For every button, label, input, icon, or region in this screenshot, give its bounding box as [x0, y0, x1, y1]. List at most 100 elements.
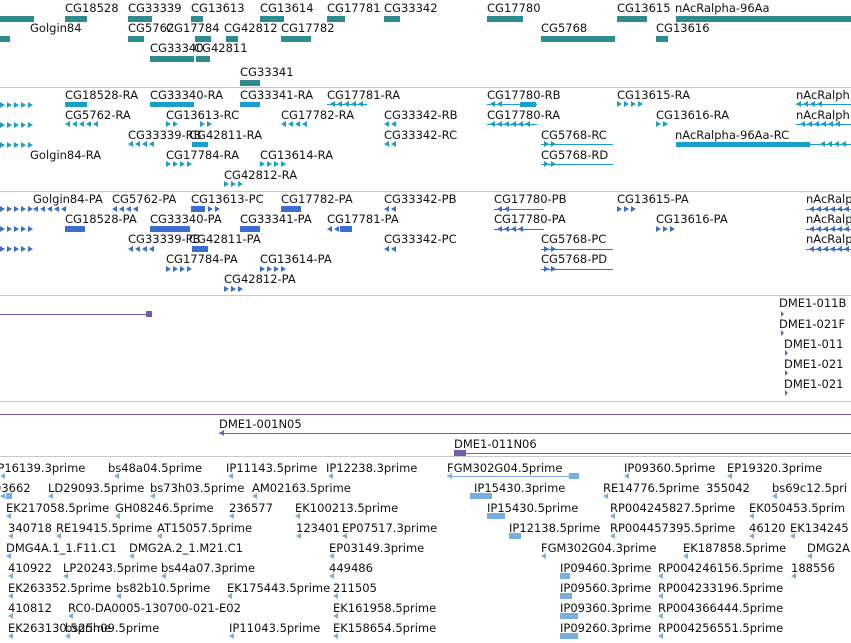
feature-label-340718[interactable]: 340718: [8, 521, 52, 535]
est-glyph[interactable]: [487, 513, 505, 519]
gene-glyph[interactable]: [128, 36, 144, 42]
gene-glyph[interactable]: [65, 16, 87, 22]
feature-label-cg13614-ra[interactable]: CG13614-RA: [260, 148, 334, 162]
feature-label-nacralpha-96aa[interactable]: nAcRalpha-96Aa: [675, 1, 770, 15]
feature-label-ip15430-5prime[interactable]: IP15430.5prime: [487, 501, 579, 515]
feature-label-dme1-021[interactable]: DME1-021: [784, 357, 844, 371]
feature-label-410922[interactable]: 410922: [8, 561, 52, 575]
gene-glyph[interactable]: [196, 56, 210, 62]
feature-label-ip09560-3prime[interactable]: IP09560.3prime: [560, 581, 652, 595]
feature-label-rp004246156-5prime[interactable]: RP004246156.5prime: [658, 561, 784, 575]
feature-label-ip12138-5prime[interactable]: IP12138.5prime: [509, 521, 601, 535]
gene-glyph[interactable]: [260, 16, 284, 22]
feature-label-dme1-011[interactable]: DME1-011: [784, 337, 844, 351]
feature-label-dme1-021f[interactable]: DME1-021F: [779, 317, 846, 331]
feature-label-dmg2a-2-1-m21-c1[interactable]: DMG2A.2_1.M21.C1: [129, 541, 243, 555]
feature-label-nacralph[interactable]: nAcRalph: [806, 232, 851, 246]
feature-label-449486[interactable]: 449486: [329, 561, 373, 575]
feature-label-fgm302g04-3prime[interactable]: FGM302G04.3prime: [541, 541, 657, 555]
est-line[interactable]: [447, 476, 577, 477]
mrna-glyph[interactable]: [240, 102, 260, 107]
feature-label-cg13613[interactable]: CG13613: [191, 1, 245, 15]
gene-glyph[interactable]: [281, 36, 311, 42]
feature-label-cg33342-rc[interactable]: CG33342-RC: [384, 128, 458, 142]
gene-glyph[interactable]: [226, 36, 238, 42]
feature-label-ek100213-5prime[interactable]: EK100213.5prime: [295, 501, 399, 515]
protein-intron-line[interactable]: [494, 209, 544, 210]
feature-label-fgm302g04-5prime[interactable]: FGM302G04.5prime: [447, 461, 563, 475]
feature-label-cg18528[interactable]: CG18528: [65, 1, 119, 15]
protein-glyph[interactable]: [240, 226, 260, 232]
gene-glyph[interactable]: [656, 36, 668, 42]
gene-glyph[interactable]: [195, 36, 211, 42]
protein-intron-line[interactable]: [541, 269, 613, 270]
feature-label-ep19320-3prime[interactable]: EP19320.3prime: [727, 461, 823, 475]
feature-label-at15057-5prime[interactable]: AT15057.5prime: [157, 521, 253, 535]
feature-label-dme1-011n06[interactable]: DME1-011N06: [454, 437, 537, 451]
clone-line[interactable]: [0, 314, 146, 315]
feature-label-ek217058-5prime[interactable]: EK217058.5prime: [6, 501, 110, 515]
feature-label-cg17780[interactable]: CG17780: [487, 1, 541, 15]
feature-label-nacralp[interactable]: nAcRalp: [806, 212, 851, 226]
feature-label-cg5768-pc[interactable]: CG5768-PC: [541, 232, 607, 246]
feature-label-93662[interactable]: 93662: [0, 481, 31, 495]
protein-glyph[interactable]: [191, 206, 205, 212]
gene-glyph[interactable]: [191, 16, 203, 22]
feature-label-cg13614-pa[interactable]: CG13614-PA: [260, 252, 332, 266]
feature-label-cg42811-pa[interactable]: CG42811-PA: [189, 232, 261, 246]
gene-glyph[interactable]: [487, 16, 523, 22]
feature-label-ip11143-5prime[interactable]: IP11143.5prime: [226, 461, 318, 475]
gene-glyph[interactable]: [617, 16, 647, 22]
feature-label-bs82b10-5prime[interactable]: bs82b10.5prime: [116, 581, 211, 595]
mrna-intron-line[interactable]: [541, 164, 613, 165]
feature-label-bs73h03-5prime[interactable]: bs73h03.5prime: [150, 481, 245, 495]
feature-label-cg13616-ra[interactable]: CG13616-RA: [656, 108, 730, 122]
feature-label-nacralph[interactable]: nAcRalph: [796, 88, 850, 102]
feature-label-rc0-da0005-130700-021-e02[interactable]: RC0-DA0005-130700-021-E02: [68, 601, 241, 615]
feature-label-golgin84-pa[interactable]: Golgin84-PA: [33, 192, 103, 206]
feature-label-bs69c12-5pri[interactable]: bs69c12.5pri: [772, 481, 848, 495]
gene-glyph[interactable]: [0, 36, 10, 42]
est-glyph[interactable]: [560, 633, 578, 639]
feature-label-cg33340[interactable]: CG33340: [150, 41, 204, 55]
clone-line[interactable]: [454, 453, 851, 454]
est-glyph[interactable]: [6, 493, 12, 499]
feature-label-ek050453-5prim[interactable]: EK050453.5prim: [749, 501, 846, 515]
feature-label-ek175443-5prime[interactable]: EK175443.5prime: [227, 581, 331, 595]
mrna-glyph[interactable]: [65, 102, 87, 107]
feature-label-bs25h09-5prime[interactable]: bs25h09.5prime: [65, 621, 160, 635]
feature-label-ep07517-3prime[interactable]: EP07517.3prime: [342, 521, 438, 535]
feature-label-ep03149-3prime[interactable]: EP03149.3prime: [329, 541, 425, 555]
protein-glyph[interactable]: [65, 226, 85, 232]
feature-label-cg5762-ra[interactable]: CG5762-RA: [65, 108, 131, 122]
feature-label-cg17784[interactable]: CG17784: [166, 21, 220, 35]
feature-label-410812[interactable]: 410812: [8, 601, 52, 615]
feature-label-ip12238-3prime[interactable]: IP12238.3prime: [326, 461, 418, 475]
feature-label-dmg4a-1-1-f11-c1[interactable]: DMG4A.1_1.F11.C1: [6, 541, 117, 555]
protein-intron-line[interactable]: [806, 249, 851, 250]
mrna-intron-line[interactable]: [487, 104, 537, 105]
feature-label-cg33339[interactable]: CG33339: [128, 1, 182, 15]
feature-label-cg33342-pc[interactable]: CG33342-PC: [384, 232, 457, 246]
est-glyph[interactable]: [569, 473, 579, 479]
feature-label-ek158654-5prime[interactable]: EK158654.5prime: [333, 621, 437, 635]
feature-label-bs44a07-3prime[interactable]: bs44a07.3prime: [161, 561, 256, 575]
feature-label-cg13615-ra[interactable]: CG13615-RA: [617, 88, 691, 102]
feature-label-bs48a04-5prime[interactable]: bs48a04.5prime: [108, 461, 203, 475]
feature-label-cg5768-rc[interactable]: CG5768-RC: [541, 128, 607, 142]
feature-label-cg5768-pd[interactable]: CG5768-PD: [541, 252, 608, 266]
est-glyph[interactable]: [560, 613, 578, 619]
feature-label-cg33342[interactable]: CG33342: [384, 1, 438, 15]
feature-label-cg13616[interactable]: CG13616: [656, 21, 710, 35]
feature-label-re14776-5prime[interactable]: RE14776.5prime: [603, 481, 700, 495]
feature-label-cg17780-ra[interactable]: CG17780-RA: [487, 108, 561, 122]
feature-label-rp004245827-5prime[interactable]: RP004245827.5prime: [610, 501, 736, 515]
est-glyph[interactable]: [470, 493, 492, 499]
mrna-glyph[interactable]: [676, 142, 810, 147]
feature-label-ek187858-5prime[interactable]: EK187858.5prime: [683, 541, 787, 555]
feature-label-cg18528-pa[interactable]: CG18528-PA: [65, 212, 137, 226]
feature-label-cg5768[interactable]: CG5768: [541, 21, 588, 35]
feature-label-am02163-5prime[interactable]: AM02163.5prime: [252, 481, 351, 495]
feature-label-cg13615[interactable]: CG13615: [617, 1, 671, 15]
feature-label-cg17780-pa[interactable]: CG17780-PA: [494, 212, 566, 226]
